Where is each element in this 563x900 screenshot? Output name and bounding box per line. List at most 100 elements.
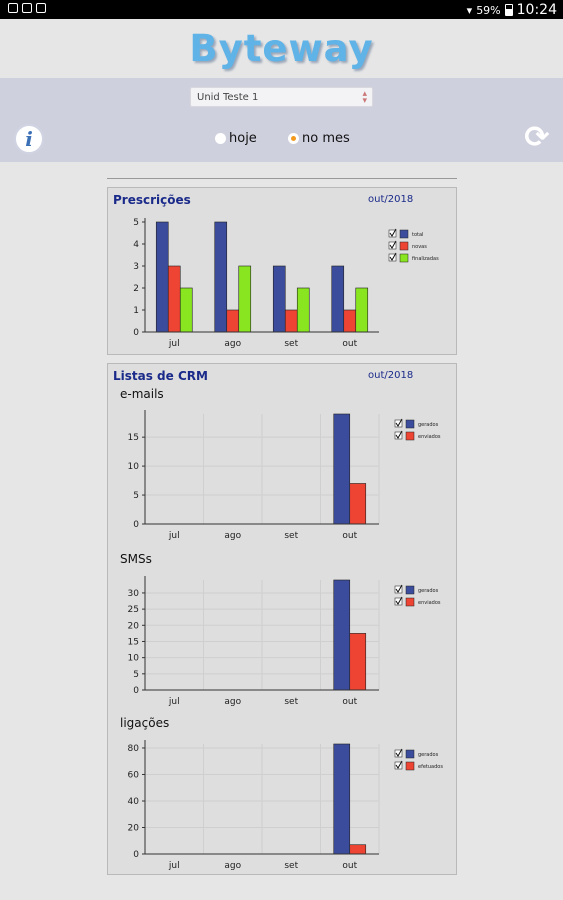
bar-gerados-out <box>333 743 351 855</box>
x-tick-label: ago <box>224 339 241 349</box>
bar-novas-ago <box>226 309 240 333</box>
radio-today-dot[interactable] <box>215 133 226 144</box>
bar-finalizadas-jul <box>179 287 193 333</box>
x-tick-label: set <box>284 861 298 871</box>
checkmark-icon <box>389 228 397 237</box>
y-tick-label: 60 <box>128 770 140 780</box>
wifi-icon: ▾ <box>466 3 473 17</box>
sms-chart: 0 5 10 15 20 25 30 jul ago set out gerados enviados <box>128 576 441 707</box>
x-tick-label: out <box>342 697 357 707</box>
y-tick-label: 1 <box>133 306 139 316</box>
legend-label: efetuados <box>418 764 443 770</box>
calls-chart: 0 20 40 60 80 jul ago set out gerados efetuados <box>128 740 443 871</box>
legend-checkbox[interactable] <box>388 253 397 262</box>
y-tick-label: 25 <box>128 605 139 615</box>
y-tick-label: 15 <box>128 637 139 647</box>
bar-novas-set <box>284 309 298 333</box>
y-tick-label: 3 <box>133 262 139 272</box>
legend-checkbox[interactable] <box>394 761 403 770</box>
battery-percent: 59% <box>476 3 501 17</box>
legend-swatch <box>405 431 415 441</box>
status-bar: ▾ 59% 10:24 <box>0 0 563 19</box>
app-header: Byteway <box>0 19 563 78</box>
legend-label: enviados <box>418 434 441 440</box>
bar-total-set <box>272 265 286 333</box>
x-tick-label: set <box>284 339 298 349</box>
legend-swatch <box>405 761 415 771</box>
radio-month-label: no mes <box>302 131 350 146</box>
legend-label: finalizadas <box>412 256 439 262</box>
select-arrows-icon: ▴ ▾ <box>362 89 367 106</box>
legend-checkbox[interactable] <box>388 229 397 238</box>
emails-title: e-mails <box>120 387 164 401</box>
checkmark-icon <box>395 748 403 757</box>
legend-checkbox[interactable] <box>394 585 403 594</box>
bar-finalizadas-set <box>296 287 310 333</box>
y-tick-label: 2 <box>133 284 139 294</box>
bar-gerados-out <box>333 413 351 525</box>
checkmark-icon <box>389 240 397 249</box>
x-tick-label: jul <box>168 531 180 541</box>
prescriptions-chart: 0 1 2 3 4 5 jul ago set out total novas finalizadas <box>133 218 439 349</box>
bar-total-ago <box>214 221 228 333</box>
legend-checkbox[interactable] <box>394 597 403 606</box>
legend-label: enviados <box>418 600 441 606</box>
crm-panel: Listas de CRM out/2018 e-mails 0 5 10 15 jul… <box>107 363 457 875</box>
legend-swatch <box>405 749 415 759</box>
app-logo: Byteway <box>189 27 374 70</box>
y-tick-label: 40 <box>128 797 140 807</box>
radio-today-label: hoje <box>229 131 257 146</box>
x-tick-label: ago <box>224 531 241 541</box>
legend-checkbox[interactable] <box>394 431 403 440</box>
radio-month[interactable]: no mes <box>288 131 350 146</box>
x-tick-label: jul <box>168 861 180 871</box>
x-tick-label: out <box>342 531 357 541</box>
refresh-icon[interactable]: ⟳ <box>524 120 550 155</box>
legend-label: novas <box>412 244 427 250</box>
notification-icon <box>22 3 32 13</box>
calls-title: ligações <box>120 716 170 730</box>
checkmark-icon <box>395 760 403 769</box>
x-tick-label: jul <box>168 339 180 349</box>
x-tick-label: set <box>284 531 298 541</box>
bar-enviados-out <box>349 483 367 525</box>
info-icon[interactable]: i <box>14 124 44 154</box>
y-tick-label: 10 <box>128 654 140 664</box>
y-tick-label: 80 <box>128 744 140 754</box>
clock: 10:24 <box>516 2 557 18</box>
radio-today[interactable]: hoje <box>215 131 257 146</box>
crm-title: Listas de CRM <box>113 369 208 383</box>
checkmark-icon <box>395 596 403 605</box>
legend-label: gerados <box>418 588 439 594</box>
play-store-icon <box>36 3 46 13</box>
crm-date: out/2018 <box>368 370 414 381</box>
sms-title: SMSs <box>120 552 152 566</box>
y-tick-label: 4 <box>133 240 139 250</box>
y-tick-label: 10 <box>128 462 140 472</box>
legend-label: gerados <box>418 422 439 428</box>
y-tick-label: 20 <box>128 621 140 631</box>
radio-month-dot[interactable] <box>288 133 299 144</box>
checkmark-icon <box>395 430 403 439</box>
prescriptions-panel: Prescrições out/2018 0 1 2 3 4 5 jul ago set out t… <box>107 187 457 355</box>
y-tick-label: 5 <box>133 670 139 680</box>
y-tick-label: 0 <box>133 850 139 860</box>
legend-swatch <box>399 229 409 239</box>
legend-label: gerados <box>418 752 439 758</box>
x-tick-label: out <box>342 861 357 871</box>
bar-total-jul <box>155 221 169 333</box>
unit-select[interactable]: Unid Teste 1 ▴ ▾ <box>190 87 373 107</box>
bar-novas-jul <box>167 265 181 333</box>
y-tick-label: 15 <box>128 433 139 443</box>
bar-total-out <box>331 265 345 333</box>
legend-swatch <box>405 419 415 429</box>
legend-checkbox[interactable] <box>388 241 397 250</box>
emails-chart: 0 5 10 15 jul ago set out gerados enviados <box>128 410 441 541</box>
bar-enviados-out <box>349 633 367 691</box>
filter-bar: Unid Teste 1 ▴ ▾ i hoje no mes ⟳ <box>0 78 563 162</box>
y-tick-label: 5 <box>133 218 139 228</box>
legend-checkbox[interactable] <box>394 419 403 428</box>
legend-label: total <box>412 232 423 238</box>
x-tick-label: jul <box>168 697 180 707</box>
legend-checkbox[interactable] <box>394 749 403 758</box>
